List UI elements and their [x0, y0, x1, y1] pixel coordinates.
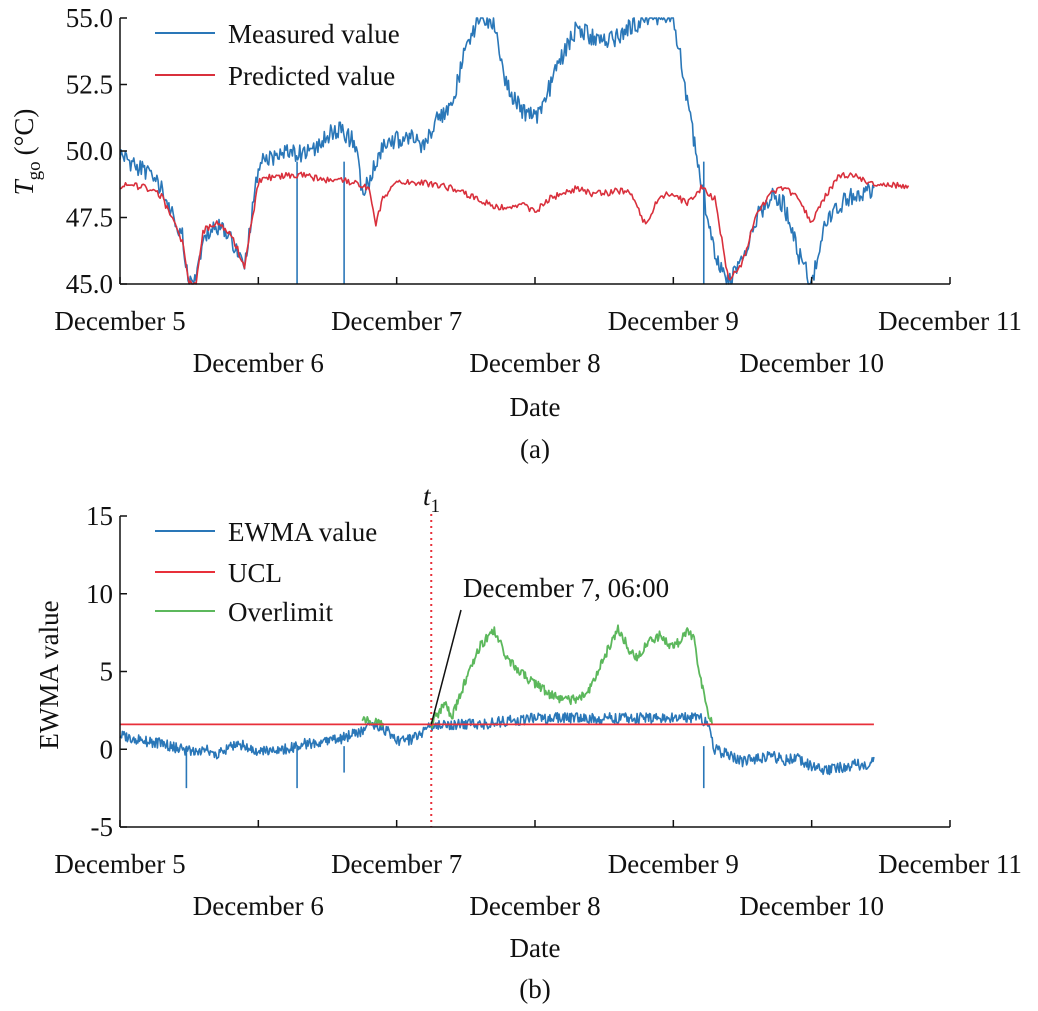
- series-predicted-line: [119, 171, 910, 285]
- panel-a-x-axis-title: Date: [510, 392, 561, 422]
- panel-b-x-tick-label: December 8: [469, 891, 600, 921]
- panel-a-x-tick-label: December 10: [739, 348, 884, 378]
- panel-a-x-tick-label: December 7: [331, 306, 462, 336]
- series-ewma-line: [119, 712, 875, 776]
- panel-a-x-tick-label: December 5: [54, 306, 185, 336]
- panel-b-axes: [119, 515, 951, 828]
- panel-b-x-tick-label: December 9: [608, 849, 739, 879]
- panel-a-y-tick-label: 47.5: [66, 203, 113, 233]
- panel-a-series-layer: [119, 17, 910, 285]
- panel-a-y-tick-label: 52.5: [66, 70, 113, 100]
- panel-a-x-tick-label: December 8: [469, 348, 600, 378]
- panel-a-legend: Measured value Predicted value: [155, 19, 400, 91]
- panel-a-x-tick-label: December 6: [193, 348, 324, 378]
- panel-a-temperature-chart: 45.0 47.5 50.0 52.5 55.0 December 5 December 6…: [9, 3, 1022, 464]
- panel-b-y-tick-label: 15: [86, 501, 113, 531]
- legend-label-measured: Measured value: [228, 19, 400, 49]
- panel-b-series-layer: [119, 514, 875, 827]
- legend-label-ucl: UCL: [228, 558, 282, 588]
- panel-b-y-axis-title: EWMA value: [34, 600, 64, 749]
- panel-b-x-axis-title: Date: [510, 933, 561, 963]
- panel-b-y-tick-label: 5: [100, 657, 114, 687]
- panel-b-label: (b): [519, 974, 550, 1004]
- series-overlimit-line: [430, 624, 713, 729]
- panel-a-y-tick-label: 45.0: [66, 269, 113, 299]
- legend-label-overlimit: Overlimit: [228, 597, 333, 627]
- panel-b-x-tick-label: December 11: [878, 849, 1022, 879]
- panel-a-y-axis-title: Tgo(°C): [9, 109, 45, 196]
- panel-a-y-tick-label: 50.0: [66, 136, 113, 166]
- annotation-leader-line: [430, 609, 462, 725]
- panel-b-y-tick-label: -5: [91, 812, 114, 842]
- legend-label-ewma: EWMA value: [228, 517, 377, 547]
- panel-a-y-tick-label: 55.0: [66, 3, 113, 33]
- panel-a-tick-labels: 45.0 47.5 50.0 52.5 55.0 December 5 December 6…: [54, 3, 1021, 378]
- legend-label-predicted: Predicted value: [228, 61, 395, 91]
- panel-b-y-tick-label: 10: [86, 579, 113, 609]
- series-measured-line: [119, 17, 875, 285]
- annotation-label: December 7, 06:00: [463, 573, 669, 603]
- panel-a-label: (a): [520, 434, 550, 464]
- panel-b-x-tick-label: December 10: [739, 891, 884, 921]
- panel-b-x-tick-label: December 7: [331, 849, 462, 879]
- panel-a-x-tick-label: December 9: [608, 306, 739, 336]
- panel-b-x-tick-label: December 5: [54, 849, 185, 879]
- panel-b-legend: EWMA value UCL Overlimit: [155, 517, 377, 627]
- panel-a-x-tick-label: December 11: [878, 306, 1022, 336]
- panel-b-y-tick-label: 0: [100, 734, 114, 764]
- panel-b-x-tick-label: December 6: [193, 891, 324, 921]
- t1-marker-label: t1: [423, 481, 440, 517]
- panel-a-axes: [119, 17, 951, 285]
